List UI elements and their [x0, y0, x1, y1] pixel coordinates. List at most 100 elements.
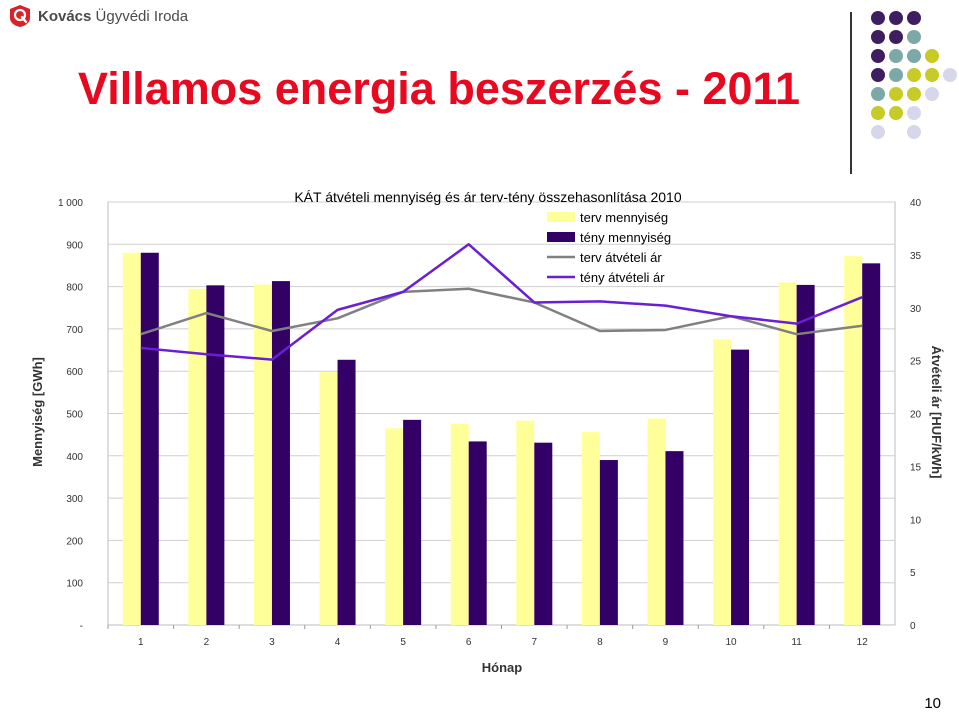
- legend-entry: tény átvételi ár: [580, 270, 665, 285]
- bar-actual-quantity: [403, 419, 422, 625]
- decorative-dot: [907, 125, 921, 139]
- bar-actual-quantity: [468, 441, 487, 625]
- decorative-dot: [889, 11, 903, 25]
- bar-actual-quantity: [796, 284, 815, 625]
- bar-actual-quantity: [534, 442, 553, 625]
- decorative-dot: [871, 106, 885, 120]
- bar-actual-quantity: [731, 349, 750, 625]
- chart-lines: [140, 243, 863, 361]
- bar-plan-quantity: [844, 256, 863, 625]
- y-tick-label: 300: [66, 494, 83, 505]
- decorative-dot: [907, 68, 921, 82]
- decorative-dot: [889, 68, 903, 82]
- bar-plan-quantity: [122, 252, 141, 625]
- line-actual-price: [140, 243, 863, 361]
- y2-tick-label: 15: [910, 462, 922, 473]
- decorative-dot: [871, 68, 885, 82]
- y-tick-label: -: [80, 621, 83, 632]
- y-tick-label: 900: [66, 240, 83, 251]
- bar-actual-quantity: [206, 285, 225, 625]
- decorative-dot: [871, 30, 885, 44]
- y-tick-label: 800: [66, 283, 83, 294]
- chart-bars: [122, 252, 881, 625]
- header-divider: [850, 12, 852, 174]
- bar-plan-quantity: [319, 372, 338, 625]
- x-tick-label: 7: [532, 637, 538, 648]
- bar-actual-quantity: [665, 451, 684, 625]
- legend-swatch: [547, 232, 575, 242]
- decorative-dot: [871, 49, 885, 63]
- bar-actual-quantity: [337, 359, 356, 625]
- y2-tick-label: 10: [910, 515, 922, 526]
- bar-plan-quantity: [253, 284, 272, 625]
- legend-entry: terv átvételi ár: [580, 250, 662, 265]
- bar-plan-quantity: [647, 418, 666, 625]
- chart-title: KÁT átvételi mennyiség és ár terv-tény ö…: [294, 189, 681, 205]
- y-tick-label: 500: [66, 410, 83, 421]
- decorative-dot: [907, 106, 921, 120]
- x-tick-label: 6: [466, 637, 472, 648]
- y-tick-label: 700: [66, 325, 83, 336]
- brand-name: Kovács Ügyvédi Iroda: [38, 8, 188, 25]
- bar-plan-quantity: [581, 432, 600, 625]
- law-firm-logo-icon: [10, 5, 30, 27]
- line-plan-price: [140, 287, 863, 336]
- y-tick-label: 600: [66, 367, 83, 378]
- decorative-dot: [925, 68, 939, 82]
- legend-entry: terv mennyiség: [580, 210, 668, 225]
- y2-axis-label: Átvételi ár [HUF/kWh]: [929, 346, 944, 479]
- decorative-dot: [871, 125, 885, 139]
- decorative-dot: [871, 87, 885, 101]
- x-tick-label: 8: [597, 637, 603, 648]
- legend-swatch: [547, 212, 575, 222]
- chart-legend: terv mennyiség tény mennyiség terv átvétel…: [547, 210, 671, 285]
- decorative-dot: [907, 30, 921, 44]
- decorative-dot: [889, 106, 903, 120]
- x-tick-label: 12: [857, 637, 869, 648]
- x-tick-label: 3: [269, 637, 275, 648]
- bar-plan-quantity: [713, 339, 732, 625]
- bar-plan-quantity: [385, 428, 404, 625]
- legend-entry: tény mennyiség: [580, 230, 671, 245]
- x-tick-label: 1: [138, 637, 144, 648]
- decorative-dot: [889, 49, 903, 63]
- decorative-dot: [943, 68, 957, 82]
- x-tick-label: 9: [663, 637, 669, 648]
- decorative-dot: [889, 87, 903, 101]
- chart-grid: [107, 201, 896, 626]
- x-tick-label: 11: [791, 637, 802, 648]
- page-title: Villamos energia beszerzés - 2011: [78, 63, 801, 114]
- y2-tick-label: 0: [910, 621, 916, 632]
- brand-name-rest: Ügyvédi Iroda: [91, 7, 189, 25]
- y2-tick-label: 35: [910, 251, 922, 262]
- decorative-dot: [907, 87, 921, 101]
- y-tick-label: 100: [66, 579, 83, 590]
- bar-actual-quantity: [862, 263, 881, 625]
- y-axis-label: Mennyiség [GWh]: [30, 357, 45, 467]
- x-axis-label: Hónap: [482, 660, 523, 675]
- brand-header: Kovács Ügyvédi Iroda: [8, 4, 188, 28]
- decorative-dot: [925, 49, 939, 63]
- y-tick-label: 1 000: [58, 198, 83, 209]
- bar-actual-quantity: [599, 460, 618, 625]
- y-tick-label: 400: [66, 452, 83, 463]
- bar-actual-quantity: [140, 252, 159, 625]
- bar-plan-quantity: [188, 288, 207, 625]
- x-tick-label: 5: [400, 637, 406, 648]
- y2-tick-label: 5: [910, 568, 916, 579]
- bar-plan-quantity: [516, 420, 535, 625]
- y2-tick-label: 30: [910, 304, 922, 315]
- brand-name-bold: Kovács: [38, 7, 92, 25]
- y2-tick-label: 40: [910, 198, 922, 209]
- decorative-dot: [925, 87, 939, 101]
- x-tick-label: 10: [725, 637, 737, 648]
- decorative-dot-grid: [871, 11, 957, 139]
- decorative-dot: [907, 49, 921, 63]
- bar-plan-quantity: [450, 423, 469, 625]
- page-number: 10: [924, 695, 941, 712]
- bar-actual-quantity: [271, 281, 290, 625]
- decorative-dot: [871, 11, 885, 25]
- decorative-dot: [907, 11, 921, 25]
